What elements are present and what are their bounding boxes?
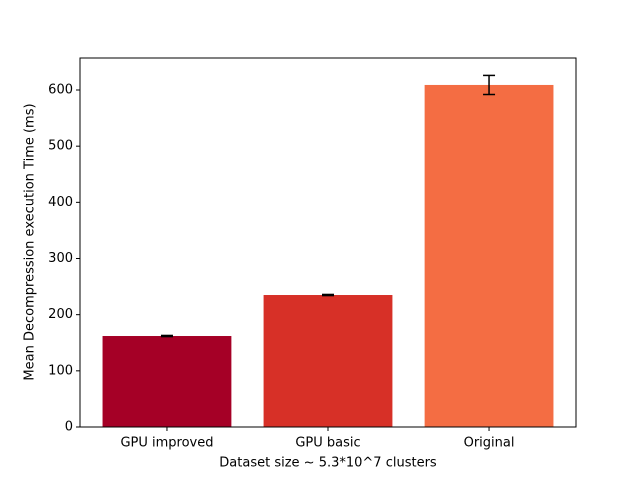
y-tick-label: 100 <box>48 363 73 378</box>
y-tick-label: 200 <box>48 307 73 322</box>
x-tick-label: Original <box>464 436 515 451</box>
y-tick-label: 600 <box>48 83 73 98</box>
error-bar <box>160 334 173 338</box>
x-axis-label: Dataset size ~ 5.3*10^7 clusters <box>219 456 437 471</box>
error-bar <box>322 293 334 297</box>
x-tick-label: GPU basic <box>295 436 360 451</box>
error-bar <box>483 74 496 96</box>
bar <box>102 336 232 427</box>
bar <box>263 295 393 427</box>
y-axis-label: Mean Decompression execution Time (ms) <box>23 103 38 380</box>
y-tick-label: 500 <box>48 139 73 154</box>
bar <box>424 84 554 428</box>
plot-frame <box>79 57 577 428</box>
y-tick-label: 400 <box>48 195 73 210</box>
y-tick-label: 300 <box>48 251 73 266</box>
y-tick-label: 0 <box>65 420 73 435</box>
x-tick-label: GPU improved <box>120 436 213 451</box>
